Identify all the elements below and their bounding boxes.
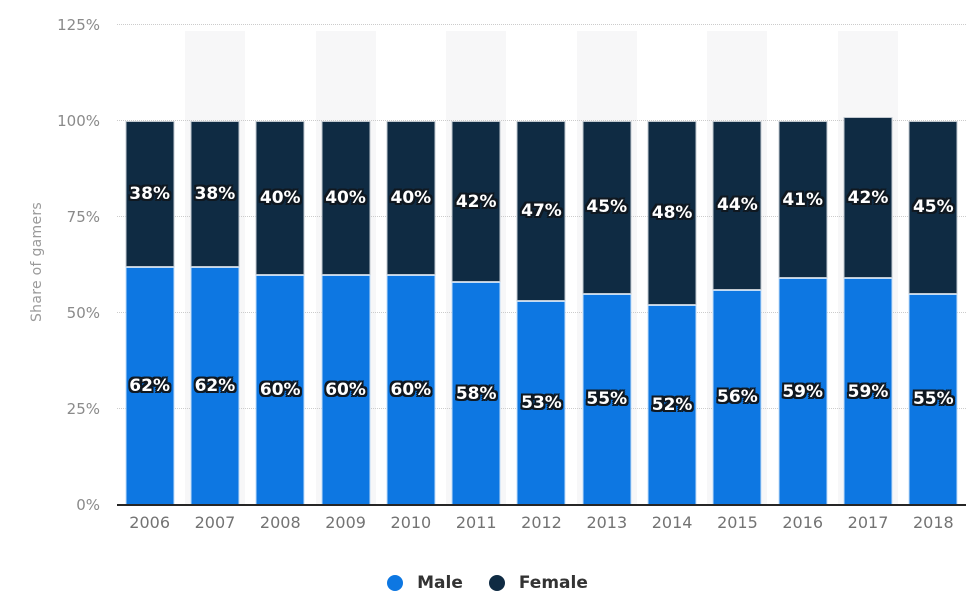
bar-value-label: 44% <box>717 195 758 216</box>
bar-value-label: 62% <box>194 375 236 396</box>
bar-segment-male-2006[interactable]: 62% <box>125 266 175 505</box>
bar-value-label: 45% <box>586 197 628 218</box>
y-tick-label-100%: 100% <box>57 112 100 130</box>
x-tick-label-2018: 2018 <box>912 513 954 532</box>
bar-segment-female-2014[interactable]: 48% <box>647 121 697 306</box>
x-tick-label-2015: 2015 <box>717 513 758 532</box>
bar-value-label: 56% <box>717 387 758 408</box>
bar-segment-male-2014[interactable]: 52% <box>647 305 697 505</box>
bar-value-label: 40% <box>390 187 432 208</box>
bar-column-2011: 58% 42% <box>444 25 509 505</box>
bar-value-label: 48% <box>651 203 693 224</box>
bar-value-label: 60% <box>390 379 432 400</box>
x-tick-label-2006: 2006 <box>129 513 170 532</box>
bar-column-2013: 55% 45% <box>574 25 639 505</box>
bar-segment-female-2008[interactable]: 40% <box>255 121 305 275</box>
bar-column-2010: 60% 40% <box>378 25 443 505</box>
bar-column-2007: 62% 38% <box>182 25 247 505</box>
bar-segment-male-2013[interactable]: 55% <box>582 293 632 505</box>
bar-segment-male-2018[interactable]: 55% <box>908 293 958 505</box>
x-axis: 2006 2007 2008 2009 2010 2011 2012 2013 2014 2015… <box>117 513 966 535</box>
x-axis-line <box>117 504 966 506</box>
bar-segment-male-2016[interactable]: 59% <box>778 278 828 505</box>
x-tick-label-2017: 2017 <box>847 513 889 532</box>
x-tick-label-2010: 2010 <box>390 513 432 532</box>
bar-column-2017: 59% 42% <box>835 25 900 505</box>
bar-segment-female-2018[interactable]: 45% <box>908 121 958 294</box>
bar-segment-female-2011[interactable]: 42% <box>451 121 501 283</box>
legend-item-male[interactable]: Male <box>387 573 463 593</box>
y-tick-label-125%: 125% <box>57 16 100 34</box>
bar-segment-female-2007[interactable]: 38% <box>190 121 240 267</box>
bar-segment-male-2010[interactable]: 60% <box>386 274 436 505</box>
bar-column-2016: 59% 41% <box>770 25 835 505</box>
bar-column-2008: 60% 40% <box>248 25 313 505</box>
bar-value-label: 42% <box>455 191 497 212</box>
bar-segment-female-2012[interactable]: 47% <box>516 121 566 302</box>
x-tick-label-2008: 2008 <box>259 513 301 532</box>
x-tick-label-2011: 2011 <box>455 513 497 532</box>
bar-segment-female-2010[interactable]: 40% <box>386 121 436 275</box>
gridline-125% <box>117 24 966 25</box>
bar-segment-male-2011[interactable]: 58% <box>451 282 501 505</box>
bar-segment-female-2015[interactable]: 44% <box>712 121 762 290</box>
bar-value-label: 59% <box>847 381 889 402</box>
bar-value-label: 60% <box>259 379 301 400</box>
bar-value-label: 60% <box>325 379 366 400</box>
y-axis: 0% 25% 50% 75% 100% 125% <box>0 16 100 514</box>
bar-segment-female-2017[interactable]: 42% <box>843 117 893 279</box>
bar-column-2018: 55% 45% <box>901 25 966 505</box>
bar-column-2009: 60% 40% <box>313 25 378 505</box>
bar-value-label: 40% <box>259 187 301 208</box>
gridline-100% <box>117 120 966 121</box>
bar-value-label: 55% <box>912 389 954 410</box>
y-tick-label-25%: 25% <box>66 400 100 418</box>
plot-area: 62% 38% 62% 38% 60% 40% 60% 40% 60% 40% 58% 42% 53% 4… <box>117 24 966 506</box>
bar-segment-female-2016[interactable]: 41% <box>778 121 828 279</box>
bar-value-label: 40% <box>325 187 366 208</box>
bar-value-label: 45% <box>912 197 954 218</box>
legend-label-male: Male <box>417 573 463 593</box>
legend: Male Female <box>0 570 975 596</box>
bar-segment-male-2007[interactable]: 62% <box>190 266 240 505</box>
bar-value-label: 42% <box>847 187 889 208</box>
bar-segment-female-2013[interactable]: 45% <box>582 121 632 294</box>
bar-segment-male-2017[interactable]: 59% <box>843 278 893 505</box>
bar-value-label: 38% <box>129 183 170 204</box>
bar-value-label: 62% <box>129 375 170 396</box>
x-tick-label-2007: 2007 <box>194 513 236 532</box>
bar-column-2015: 56% 44% <box>705 25 770 505</box>
bar-column-2014: 52% 48% <box>639 25 704 505</box>
bar-segment-male-2012[interactable]: 53% <box>516 301 566 505</box>
bar-value-label: 53% <box>521 393 562 414</box>
legend-label-female: Female <box>518 573 588 593</box>
bar-segment-male-2008[interactable]: 60% <box>255 274 305 505</box>
bar-value-label: 55% <box>586 389 628 410</box>
bar-segment-male-2015[interactable]: 56% <box>712 289 762 505</box>
bar-segment-male-2009[interactable]: 60% <box>321 274 371 505</box>
bar-value-label: 59% <box>782 381 824 402</box>
legend-item-female[interactable]: Female <box>488 573 588 593</box>
y-tick-label-75%: 75% <box>66 208 100 226</box>
legend-swatch-female-icon <box>488 575 505 591</box>
bar-column-2006: 62% 38% <box>117 25 182 505</box>
y-tick-label-50%: 50% <box>66 304 100 322</box>
x-tick-label-2014: 2014 <box>651 513 693 532</box>
bar-value-label: 38% <box>194 183 236 204</box>
bar-column-2012: 53% 47% <box>509 25 574 505</box>
bar-value-label: 58% <box>455 383 497 404</box>
x-tick-label-2013: 2013 <box>586 513 628 532</box>
bar-segment-female-2009[interactable]: 40% <box>321 121 371 275</box>
y-tick-label-0%: 0% <box>76 496 100 514</box>
bar-value-label: 52% <box>651 395 693 416</box>
legend-swatch-male-icon <box>387 575 404 591</box>
x-tick-label-2016: 2016 <box>782 513 824 532</box>
x-tick-label-2012: 2012 <box>521 513 562 532</box>
bar-segment-female-2006[interactable]: 38% <box>125 121 175 267</box>
bar-value-label: 41% <box>782 189 824 210</box>
x-tick-label-2009: 2009 <box>325 513 366 532</box>
bar-value-label: 47% <box>521 201 562 222</box>
